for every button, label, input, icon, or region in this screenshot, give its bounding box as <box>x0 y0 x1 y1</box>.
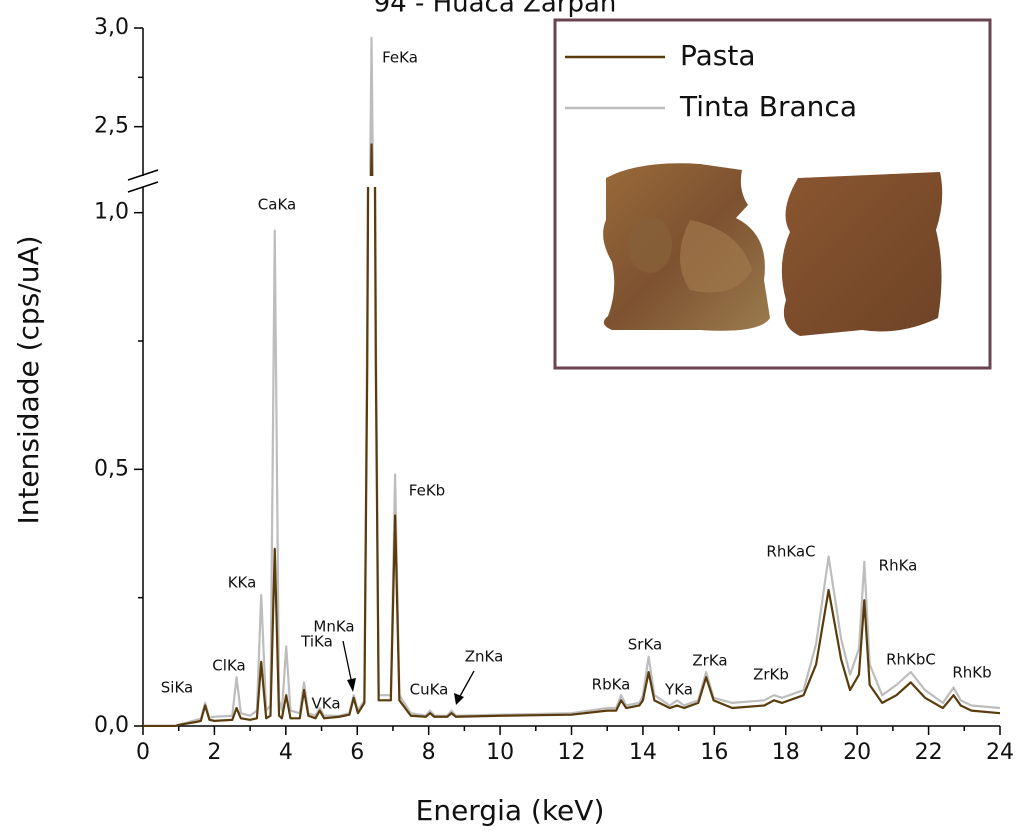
x-tick-label: 16 <box>700 740 728 765</box>
x-tick-label: 8 <box>422 740 436 765</box>
annotation: KKa <box>228 574 257 592</box>
y-tick-label: 0,5 <box>94 456 129 481</box>
x-tick-label: 10 <box>486 740 514 765</box>
annotation: VKa <box>311 695 340 713</box>
legend-label: Pasta <box>680 39 756 72</box>
annotation: SrKa <box>628 636 662 654</box>
x-tick-label: 14 <box>629 740 657 765</box>
arrow-head <box>454 693 464 705</box>
legend: Pasta Tinta Branca <box>553 18 992 370</box>
annotation: CuKa <box>410 681 449 699</box>
annotation: CaKa <box>258 196 296 214</box>
annotation: RhKb <box>952 664 991 682</box>
y-tick-label: 2,5 <box>94 114 129 139</box>
x-tick-label: 4 <box>279 740 293 765</box>
annotation: TiKa <box>300 633 333 651</box>
arrow <box>342 640 353 685</box>
annotation: FeKa <box>382 49 418 67</box>
x-tick-label: 22 <box>915 740 943 765</box>
arrow-head <box>347 678 356 692</box>
y-tick-label: 1,0 <box>94 200 129 225</box>
annotation: RhKaC <box>766 543 815 561</box>
x-tick-label: 20 <box>843 740 871 765</box>
annotation: ZrKa <box>692 652 727 670</box>
annotation: SiKa <box>161 679 193 697</box>
x-tick-label: 2 <box>207 740 221 765</box>
annotation: RbKa <box>592 676 631 694</box>
annotation: MnKa <box>313 618 354 636</box>
annotation: ClKa <box>212 657 245 675</box>
chart-title: 94 - Huaca Zarpan <box>374 0 617 19</box>
annotation: ZnKa <box>465 648 504 666</box>
x-tick-label: 24 <box>986 740 1014 765</box>
plot-area <box>143 36 1000 727</box>
axis-break <box>127 169 159 181</box>
x-tick-label: 6 <box>350 740 364 765</box>
legend-label: Tinta Branca <box>679 90 857 123</box>
axis-break <box>127 181 159 193</box>
x-tick-label: 18 <box>772 740 800 765</box>
x-tick-label: 0 <box>136 740 150 765</box>
annotation: RhKa <box>879 557 918 575</box>
photo <box>603 163 943 336</box>
y-tick-label: 0,0 <box>94 713 129 738</box>
arrow <box>458 670 475 699</box>
annotation: FeKb <box>409 482 445 500</box>
y-tick-label: 3,0 <box>94 15 129 40</box>
photo-detail <box>680 220 752 293</box>
annotation: RhKbC <box>886 651 936 669</box>
x-axis-title: Energia (keV) <box>416 794 605 827</box>
photo-fragment <box>781 172 943 336</box>
axes: 0 2 4 6 8 10 12 14 16 18 20 22 240,00,51,02,53,0 <box>94 15 1014 765</box>
y-axis-title: Intensidade (cps/uA) <box>12 235 45 524</box>
photo-detail <box>628 217 672 273</box>
annotation: ZrKb <box>753 666 789 684</box>
annotations: SiKa ClKa KKa CaKa TiKa VKa MnKa FeKa Fe… <box>161 49 992 713</box>
series-line <box>143 187 1000 727</box>
annotation: YKa <box>664 681 693 699</box>
series-line <box>143 187 1000 727</box>
x-tick-label: 12 <box>558 740 586 765</box>
